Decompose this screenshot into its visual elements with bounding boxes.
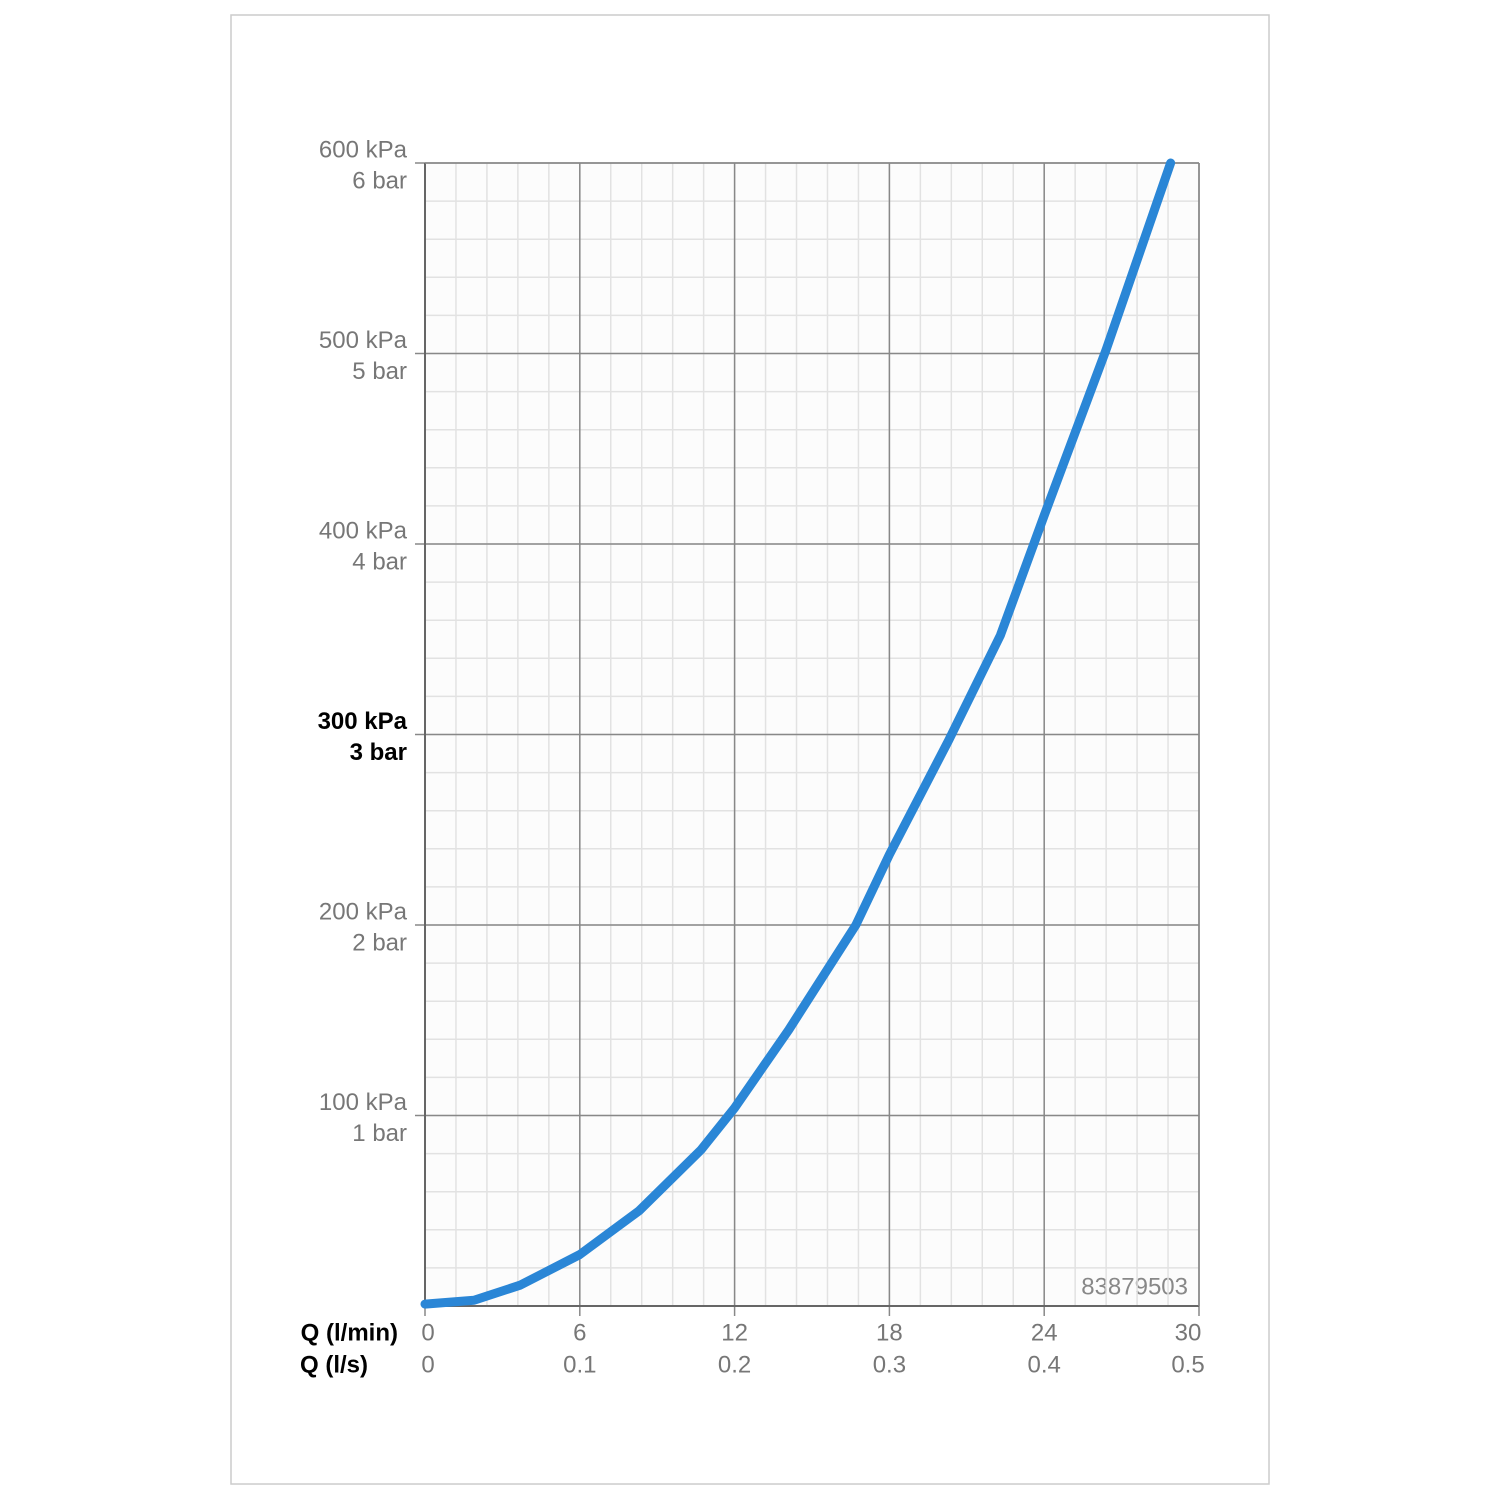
y-tick-label-secondary: 5 bar	[352, 358, 407, 385]
x-tick-label: 0	[421, 1319, 434, 1346]
x-axis-label-secondary: Q (l/s)	[300, 1351, 368, 1378]
x-tick-label: 30	[1175, 1319, 1202, 1346]
y-tick-label: 300 kPa	[318, 708, 408, 735]
y-tick-label-secondary: 6 bar	[352, 167, 407, 194]
x-tick-label: 6	[573, 1319, 586, 1346]
x-tick-label-secondary: 0	[421, 1351, 434, 1378]
x-axis-label: Q (l/min)	[301, 1319, 398, 1346]
line-series	[420, 158, 1176, 1309]
y-tick-label: 500 kPa	[319, 327, 408, 354]
y-tick-label-secondary: 1 bar	[352, 1120, 407, 1147]
x-tick-label: 12	[721, 1319, 748, 1346]
x-tick-label-secondary: 0.3	[873, 1351, 906, 1378]
x-tick-label-secondary: 0.1	[563, 1351, 596, 1378]
y-tick-label: 200 kPa	[319, 898, 408, 925]
x-tick-label: 24	[1031, 1319, 1058, 1346]
y-tick-label: 400 kPa	[319, 517, 408, 544]
annotation: 83879503	[1081, 1273, 1188, 1300]
y-tick-label: 100 kPa	[319, 1089, 408, 1116]
x-tick-label-secondary: 0.4	[1028, 1351, 1061, 1378]
y-tick-label-secondary: 2 bar	[352, 929, 407, 956]
x-tick-label-secondary: 0.5	[1171, 1351, 1204, 1378]
y-tick-label-secondary: 4 bar	[352, 548, 407, 575]
x-tick-label: 18	[876, 1319, 903, 1346]
x-tick-label-secondary: 0.2	[718, 1351, 751, 1378]
y-tick-label-secondary: 3 bar	[350, 739, 407, 766]
y-tick-label: 600 kPa	[319, 136, 408, 163]
